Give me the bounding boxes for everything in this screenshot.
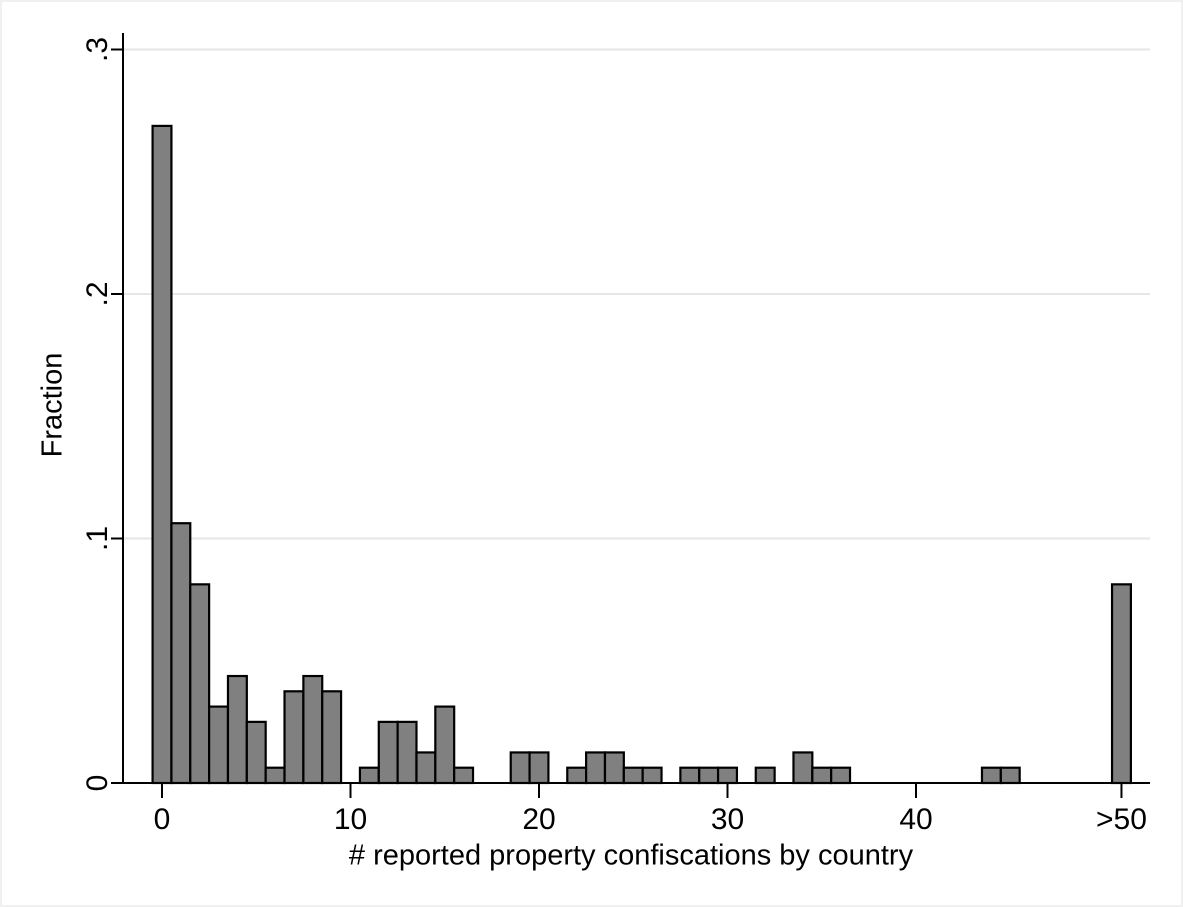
x-axis-title: # reported property confiscations by cou… [348, 839, 914, 872]
histogram-bar [792, 751, 814, 785]
y-tick-label: 0 [81, 775, 114, 792]
histogram-bar [585, 751, 607, 785]
histogram-bar [283, 690, 305, 785]
histogram-bar [245, 720, 267, 785]
x-tick-label: 20 [522, 803, 555, 836]
histogram-bar [509, 751, 531, 785]
histogram-bar [189, 583, 211, 785]
histogram-bar [830, 766, 852, 785]
y-tick-label: .1 [81, 526, 114, 551]
histogram-bar [716, 766, 739, 785]
histogram-bar [811, 766, 833, 785]
histogram-bar [622, 766, 644, 785]
histogram-bar [980, 766, 1002, 785]
histogram-bar [754, 766, 776, 785]
histogram-bar [641, 766, 663, 785]
histogram-bar [377, 720, 399, 785]
y-tick-label: .2 [81, 281, 114, 306]
histogram-bar [434, 705, 456, 785]
x-tick-label: >50 [1096, 803, 1147, 836]
histogram-bar [453, 766, 475, 785]
x-tick-label: 0 [154, 803, 171, 836]
x-tick-label: 10 [334, 803, 367, 836]
histogram-bar [170, 522, 192, 785]
y-tick-label: .3 [81, 37, 114, 62]
histogram-bar [151, 124, 173, 785]
histogram-bar [1110, 583, 1132, 785]
histogram-bar [415, 751, 437, 785]
histogram-bar [698, 766, 720, 785]
histogram-bar [208, 705, 230, 785]
histogram-bar [264, 766, 286, 785]
histogram-bar [603, 751, 625, 785]
histogram-bar [358, 766, 380, 785]
histogram-bar [226, 674, 248, 785]
histogram-bar [396, 720, 418, 785]
histogram-bar [528, 751, 550, 785]
histogram-bar [302, 674, 324, 785]
x-tick-label: 40 [899, 803, 932, 836]
x-tick-label: 30 [711, 803, 744, 836]
y-axis-title: Fraction [36, 352, 69, 458]
histogram-bar [679, 766, 701, 785]
histogram-bar [321, 690, 343, 785]
histogram-bar [566, 766, 588, 785]
histogram-bar [999, 766, 1021, 785]
